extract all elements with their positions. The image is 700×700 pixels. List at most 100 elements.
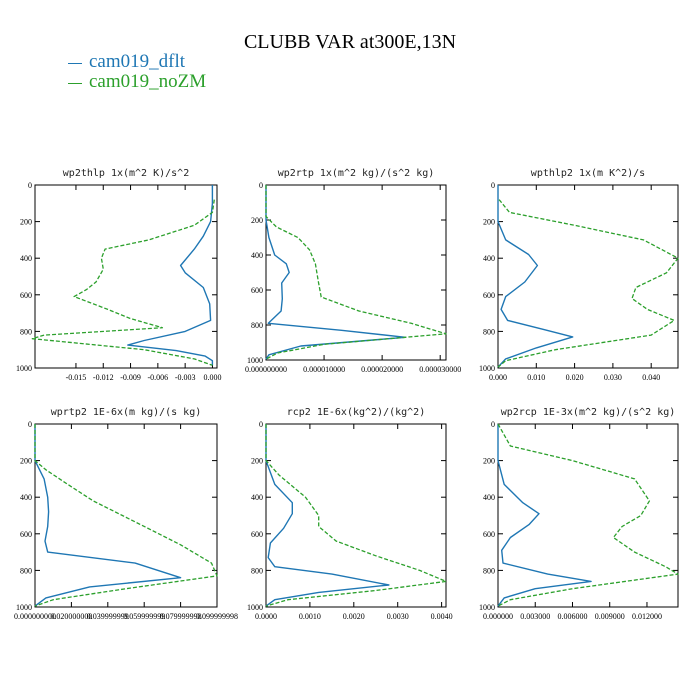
panel-title: wp2rtp 1x(m^2 kg)/(s^2 kg) bbox=[278, 168, 435, 179]
panel-1: wp2thlp 1x(m^2 K)/s^2 0 200 400 600 800 1000 -0… bbox=[16, 168, 221, 382]
y-tick-label: 400 bbox=[20, 254, 32, 263]
figure-title: CLUBB VAR at300E,13N bbox=[243, 31, 457, 53]
y-tick-label: 800 bbox=[20, 566, 32, 575]
series-line-nozm bbox=[265, 185, 447, 360]
y-tick-label: 400 bbox=[483, 493, 495, 502]
y-tick-label: 1000 bbox=[16, 364, 32, 373]
x-tick-label: 0.0010 bbox=[299, 612, 321, 621]
series-line-dflt bbox=[265, 424, 390, 607]
plot-frame bbox=[265, 423, 447, 608]
y-tick-label: 400 bbox=[483, 254, 495, 263]
x-tick-label: -0.009 bbox=[120, 373, 141, 382]
y-tick-label: 600 bbox=[483, 530, 495, 539]
x-tick-label: 0.000 bbox=[203, 373, 221, 382]
panel-4: wprtp2 1E-6x(m kg)/(s kg) 0 200 400 600 800 10… bbox=[14, 407, 238, 621]
legend-label-nozm: cam019_noZM bbox=[89, 71, 207, 92]
panel-2: wp2rtp 1x(m^2 kg)/(s^2 kg) 0 200 400 600 800 1… bbox=[245, 168, 461, 374]
y-tick-label: 0 bbox=[491, 420, 495, 429]
panel-3: wpthlp2 1x(m K^2)/s 0 200 400 600 800 10000.00… bbox=[479, 168, 679, 382]
x-tick-label: 0.009000 bbox=[595, 612, 625, 621]
y-tick-label: 600 bbox=[251, 530, 263, 539]
y-tick-label: 200 bbox=[251, 216, 263, 225]
y-tick-label: 800 bbox=[251, 321, 263, 330]
panel-title: wp2thlp 1x(m^2 K)/s^2 bbox=[63, 168, 189, 179]
x-tick-label: 0.010 bbox=[527, 373, 545, 382]
y-tick-label: 200 bbox=[20, 218, 32, 227]
series-line-nozm bbox=[34, 424, 218, 607]
x-tick-label: 0.059999999 bbox=[123, 612, 165, 621]
y-tick-label: 200 bbox=[20, 457, 32, 466]
panel-title: wpthlp2 1x(m K^2)/s bbox=[531, 168, 645, 179]
x-tick-label: 0.020 bbox=[566, 373, 584, 382]
x-tick-label: 0.003000 bbox=[520, 612, 550, 621]
legend-label-dflt: cam019_dflt bbox=[89, 51, 186, 72]
series-line-nozm bbox=[497, 199, 679, 368]
series-line-dflt bbox=[127, 185, 214, 366]
y-tick-label: 0 bbox=[259, 420, 263, 429]
x-tick-label: 0.000 bbox=[489, 373, 507, 382]
y-tick-label: 800 bbox=[483, 566, 495, 575]
y-tick-label: 1000 bbox=[247, 603, 263, 612]
x-tick-label: -0.006 bbox=[148, 373, 169, 382]
legend-line-nozm-icon bbox=[68, 82, 82, 84]
x-tick-label: 0.020000000 bbox=[50, 612, 92, 621]
x-tick-label: 0.0040 bbox=[431, 612, 453, 621]
x-tick-label: 0.012000 bbox=[632, 612, 662, 621]
y-tick-label: 400 bbox=[251, 251, 263, 260]
series-line-dflt bbox=[497, 424, 592, 607]
x-tick-label: 0.0030 bbox=[387, 612, 409, 621]
panel-title: wp2rcp 1E-3x(m^2 kg)/(s^2 kg) bbox=[501, 407, 676, 418]
y-tick-label: 200 bbox=[483, 457, 495, 466]
x-tick-label: 0.000000 bbox=[483, 612, 513, 621]
y-tick-label: 400 bbox=[20, 493, 32, 502]
y-tick-label: 800 bbox=[251, 566, 263, 575]
y-tick-label: 200 bbox=[251, 457, 263, 466]
y-tick-label: 600 bbox=[483, 291, 495, 300]
x-tick-label: -0.003 bbox=[175, 373, 196, 382]
series-line-nozm bbox=[265, 424, 447, 607]
y-tick-label: 0 bbox=[259, 181, 263, 190]
y-tick-label: 1000 bbox=[479, 364, 495, 373]
y-tick-label: 1000 bbox=[479, 603, 495, 612]
y-tick-label: 800 bbox=[20, 327, 32, 336]
y-tick-label: 600 bbox=[251, 286, 263, 295]
series-line-dflt bbox=[265, 185, 407, 360]
x-tick-label: 0.000000000 bbox=[14, 612, 56, 621]
x-tick-label: 0.000030000 bbox=[419, 365, 461, 374]
y-tick-label: 0 bbox=[28, 181, 32, 190]
x-tick-label: 0.030 bbox=[604, 373, 622, 382]
x-tick-label: 0.099999998 bbox=[196, 612, 238, 621]
x-tick-label: 0.040 bbox=[642, 373, 660, 382]
series-line-dflt bbox=[34, 424, 182, 607]
series-line-nozm bbox=[497, 423, 679, 607]
legend: cam019_dflt cam019_noZM bbox=[68, 52, 206, 92]
x-tick-label: 0.079999998 bbox=[160, 612, 202, 621]
panel-6: wp2rcp 1E-3x(m^2 kg)/(s^2 kg) 0 200 400 600 8… bbox=[479, 407, 679, 621]
y-tick-label: 1000 bbox=[247, 356, 263, 365]
legend-item-dflt: cam019_dflt bbox=[68, 52, 206, 72]
plot-frame bbox=[34, 184, 218, 369]
y-tick-label: 0 bbox=[28, 420, 32, 429]
x-tick-label: 0.0020 bbox=[343, 612, 365, 621]
y-tick-label: 200 bbox=[483, 218, 495, 227]
plot-frame bbox=[34, 423, 218, 608]
x-tick-label: 0.000000000 bbox=[245, 365, 287, 374]
panel-5: rcp2 1E-6x(kg^2)/(kg^2) 0 200 400 600 800 1000… bbox=[247, 407, 453, 621]
y-tick-label: 600 bbox=[20, 291, 32, 300]
panel-title: wprtp2 1E-6x(m kg)/(s kg) bbox=[51, 407, 202, 418]
plot-frame bbox=[497, 423, 679, 608]
y-tick-label: 800 bbox=[483, 327, 495, 336]
panel-title: rcp2 1E-6x(kg^2)/(kg^2) bbox=[287, 407, 425, 418]
x-tick-label: 0.000020000 bbox=[361, 365, 403, 374]
plot-frame bbox=[265, 184, 447, 361]
legend-item-nozm: cam019_noZM bbox=[68, 72, 206, 92]
y-tick-label: 600 bbox=[20, 530, 32, 539]
x-tick-label: 0.0000 bbox=[255, 612, 277, 621]
legend-line-dflt-icon bbox=[68, 62, 82, 64]
x-tick-label: 0.039999999 bbox=[87, 612, 129, 621]
x-tick-label: 0.006000 bbox=[557, 612, 587, 621]
y-tick-label: 400 bbox=[251, 493, 263, 502]
series-line-nozm bbox=[31, 199, 215, 366]
y-tick-label: 1000 bbox=[16, 603, 32, 612]
